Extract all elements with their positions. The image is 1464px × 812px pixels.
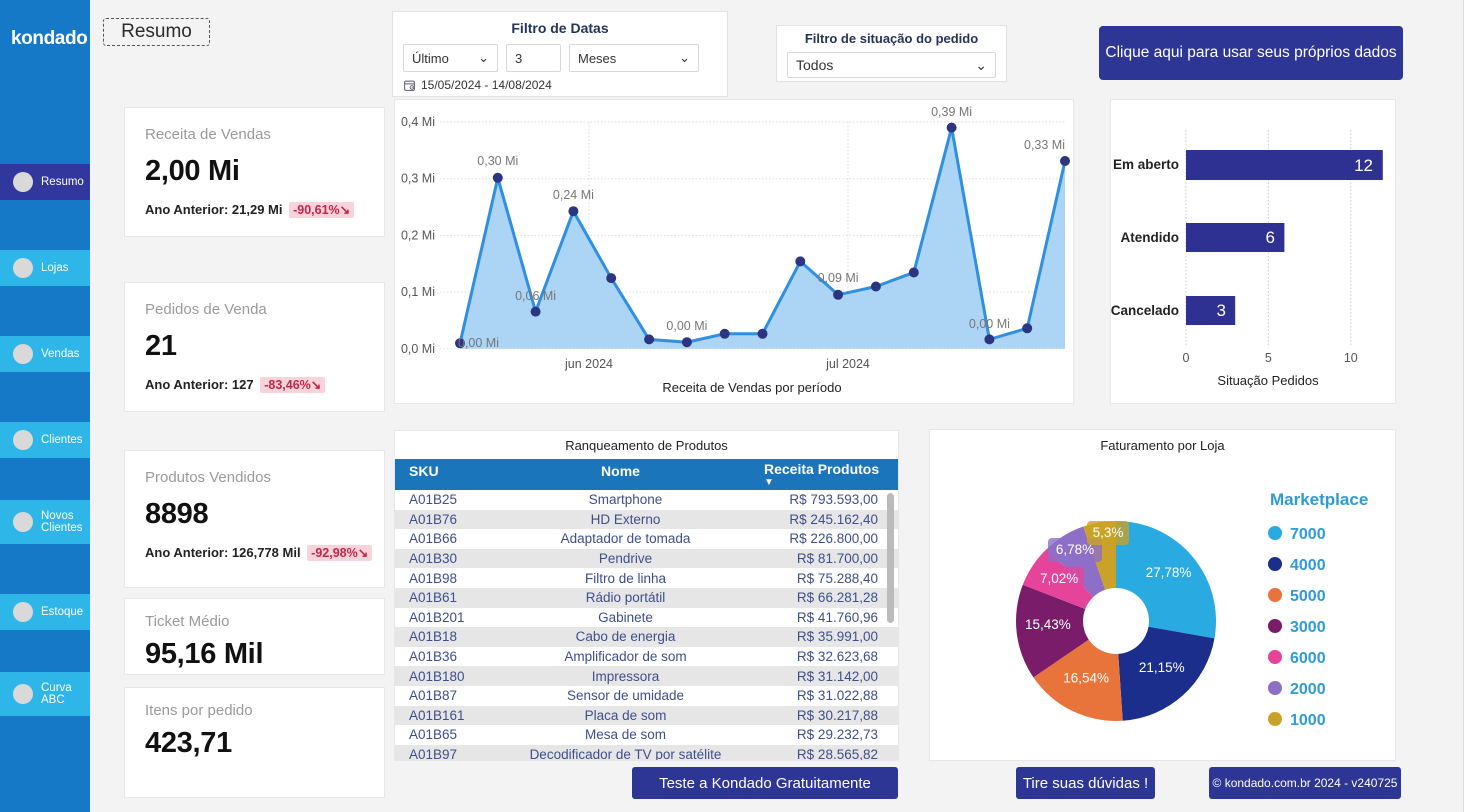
svg-text:jul 2024: jul 2024	[825, 357, 870, 371]
svg-text:27,78%: 27,78%	[1146, 565, 1192, 580]
svg-text:Em aberto: Em aberto	[1113, 157, 1179, 172]
svg-text:0,2 Mi: 0,2 Mi	[401, 228, 435, 242]
svg-text:4000: 4000	[1290, 557, 1326, 574]
svg-text:0,1 Mi: 0,1 Mi	[401, 285, 435, 299]
svg-text:6,78%: 6,78%	[1056, 542, 1094, 557]
svg-text:0,00 Mi: 0,00 Mi	[666, 319, 707, 333]
svg-text:10: 10	[1344, 351, 1358, 365]
svg-text:15,43%: 15,43%	[1025, 617, 1071, 632]
svg-text:Marketplace: Marketplace	[1270, 490, 1368, 509]
svg-text:7,02%: 7,02%	[1040, 571, 1078, 586]
svg-text:5: 5	[1265, 351, 1272, 365]
svg-text:0,06 Mi: 0,06 Mi	[515, 289, 556, 303]
svg-text:Cancelado: Cancelado	[1111, 303, 1179, 318]
svg-text:1000: 1000	[1290, 712, 1326, 729]
svg-text:3000: 3000	[1290, 619, 1326, 636]
svg-text:0: 0	[1183, 351, 1190, 365]
svg-text:0,30 Mi: 0,30 Mi	[477, 154, 518, 168]
svg-text:5000: 5000	[1290, 588, 1326, 605]
svg-text:2000: 2000	[1290, 681, 1326, 698]
svg-text:0,00 Mi: 0,00 Mi	[969, 317, 1010, 331]
svg-text:Atendido: Atendido	[1121, 230, 1180, 245]
svg-text:0,09 Mi: 0,09 Mi	[818, 271, 859, 285]
svg-text:Situação Pedidos: Situação Pedidos	[1217, 373, 1319, 388]
svg-text:0,39 Mi: 0,39 Mi	[931, 105, 972, 119]
svg-text:6000: 6000	[1290, 650, 1326, 667]
svg-text:Receita de Vendas por período: Receita de Vendas por período	[662, 380, 841, 395]
svg-text:0,3 Mi: 0,3 Mi	[401, 172, 435, 186]
svg-text:jun 2024: jun 2024	[564, 357, 613, 371]
svg-text:21,15%: 21,15%	[1139, 660, 1185, 675]
svg-text:7000: 7000	[1290, 526, 1326, 543]
svg-text:0,24 Mi: 0,24 Mi	[553, 188, 594, 202]
svg-text:6: 6	[1266, 228, 1275, 247]
svg-text:3: 3	[1217, 301, 1226, 320]
svg-text:16,54%: 16,54%	[1063, 671, 1109, 686]
svg-text:0,00 Mi: 0,00 Mi	[458, 336, 499, 350]
svg-text:12: 12	[1354, 156, 1373, 175]
svg-text:0,33 Mi: 0,33 Mi	[1024, 138, 1065, 152]
svg-text:0,0 Mi: 0,0 Mi	[401, 342, 435, 356]
svg-text:5,3%: 5,3%	[1093, 525, 1124, 540]
svg-text:0,4 Mi: 0,4 Mi	[401, 115, 435, 129]
